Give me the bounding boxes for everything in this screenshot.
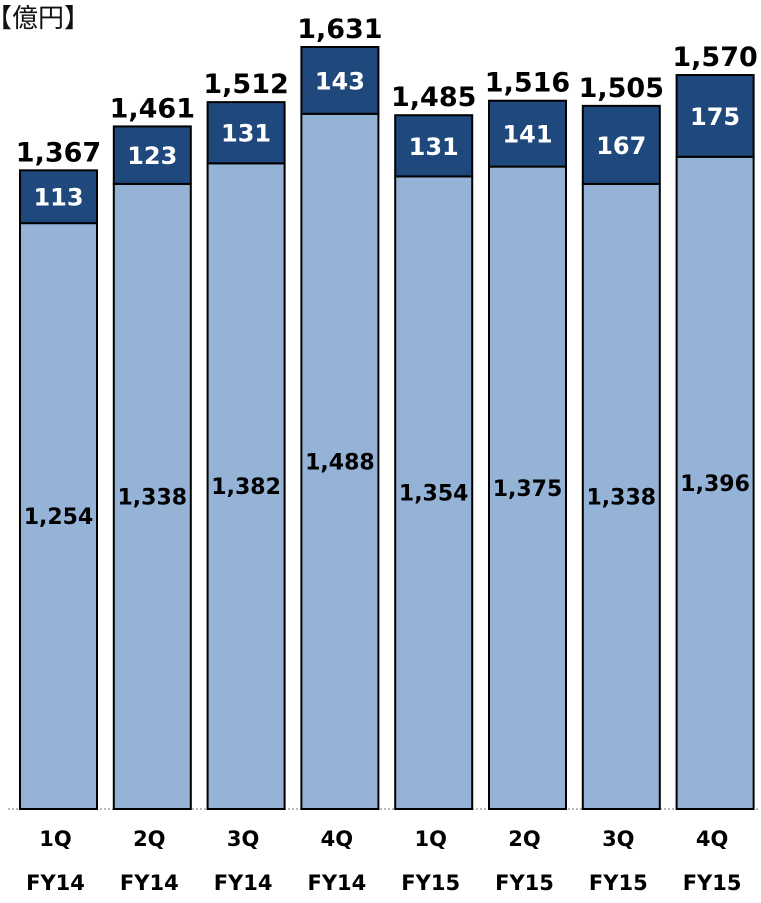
- bar-segment-top: [581, 104, 661, 185]
- bar-segment-top: [300, 46, 380, 115]
- bottom-segment-label: 1,375: [493, 477, 563, 502]
- top-segment-label: 143: [315, 67, 365, 95]
- total-label: 1,512: [203, 69, 288, 100]
- bottom-segment-label: 1,338: [118, 485, 188, 510]
- bar-segment-bottom: [206, 162, 286, 810]
- x-tick-quarter: 1Q: [39, 827, 71, 851]
- x-tick-quarter: 2Q: [133, 827, 165, 851]
- x-tick-quarter: 1Q: [414, 827, 446, 851]
- bar-segment-bottom: [488, 165, 567, 810]
- total-label: 1,516: [485, 68, 570, 99]
- total-label: 1,631: [297, 14, 382, 45]
- top-segment-label: 123: [127, 142, 177, 170]
- x-tick-year: FY15: [589, 871, 648, 895]
- bar-segment-bottom: [394, 175, 474, 810]
- x-tick-year: FY14: [120, 871, 179, 895]
- bar-segment-bottom: [112, 182, 192, 810]
- bar-segment-top: [112, 125, 192, 185]
- top-segment-label: 113: [33, 184, 83, 212]
- x-tick-quarter: 3Q: [227, 827, 259, 851]
- x-tick-year: FY15: [683, 871, 742, 895]
- bar-segment-bottom: [19, 222, 98, 810]
- x-tick-year: FY14: [214, 871, 273, 895]
- total-label: 1,485: [391, 82, 476, 113]
- x-tick-quarter: 4Q: [696, 827, 728, 851]
- x-tick-labels: 1Q FY14 2Q FY14 3Q FY14 4Q FY14 1Q FY15 2Q FY15 3Q FY…: [26, 827, 741, 895]
- total-label: 1,570: [672, 42, 757, 73]
- bar-segment-top: [488, 99, 567, 168]
- bar-segment-top: [675, 74, 755, 158]
- top-segment-label: 167: [596, 132, 646, 160]
- bar-segment-top: [394, 114, 474, 178]
- bar-segment-top: [206, 101, 286, 165]
- top-segment-label: 131: [409, 133, 459, 161]
- x-tick-year: FY14: [308, 871, 367, 895]
- total-label: 1,461: [110, 93, 195, 124]
- top-segment-label: 131: [221, 120, 271, 148]
- bottom-segment-label: 1,254: [24, 505, 94, 530]
- labels-group: 1,367 113 1,254 1,461 123 1,338 1,512 131 1,382 1…: [16, 14, 758, 530]
- x-tick-year: FY15: [401, 871, 460, 895]
- bottom-segment-label: 1,488: [305, 450, 375, 475]
- x-tick-year: FY14: [26, 871, 85, 895]
- x-tick-quarter: 3Q: [602, 827, 634, 851]
- total-label: 1,505: [579, 73, 664, 104]
- bottom-segment-label: 1,396: [680, 472, 750, 497]
- x-tick-quarter: 4Q: [321, 827, 353, 851]
- bottom-segment-label: 1,354: [399, 482, 469, 507]
- bottom-segment-label: 1,338: [587, 485, 657, 510]
- bar-segment-bottom: [581, 182, 661, 810]
- bar-segment-top: [19, 169, 98, 225]
- bottom-segment-label: 1,382: [211, 475, 281, 500]
- x-tick-quarter: 2Q: [508, 827, 540, 851]
- x-tick-year: FY15: [495, 871, 554, 895]
- bars-group: [19, 46, 755, 810]
- unit-label: 【億円】: [0, 4, 91, 34]
- total-label: 1,367: [16, 137, 101, 168]
- top-segment-label: 175: [690, 103, 740, 131]
- top-segment-label: 141: [502, 121, 552, 149]
